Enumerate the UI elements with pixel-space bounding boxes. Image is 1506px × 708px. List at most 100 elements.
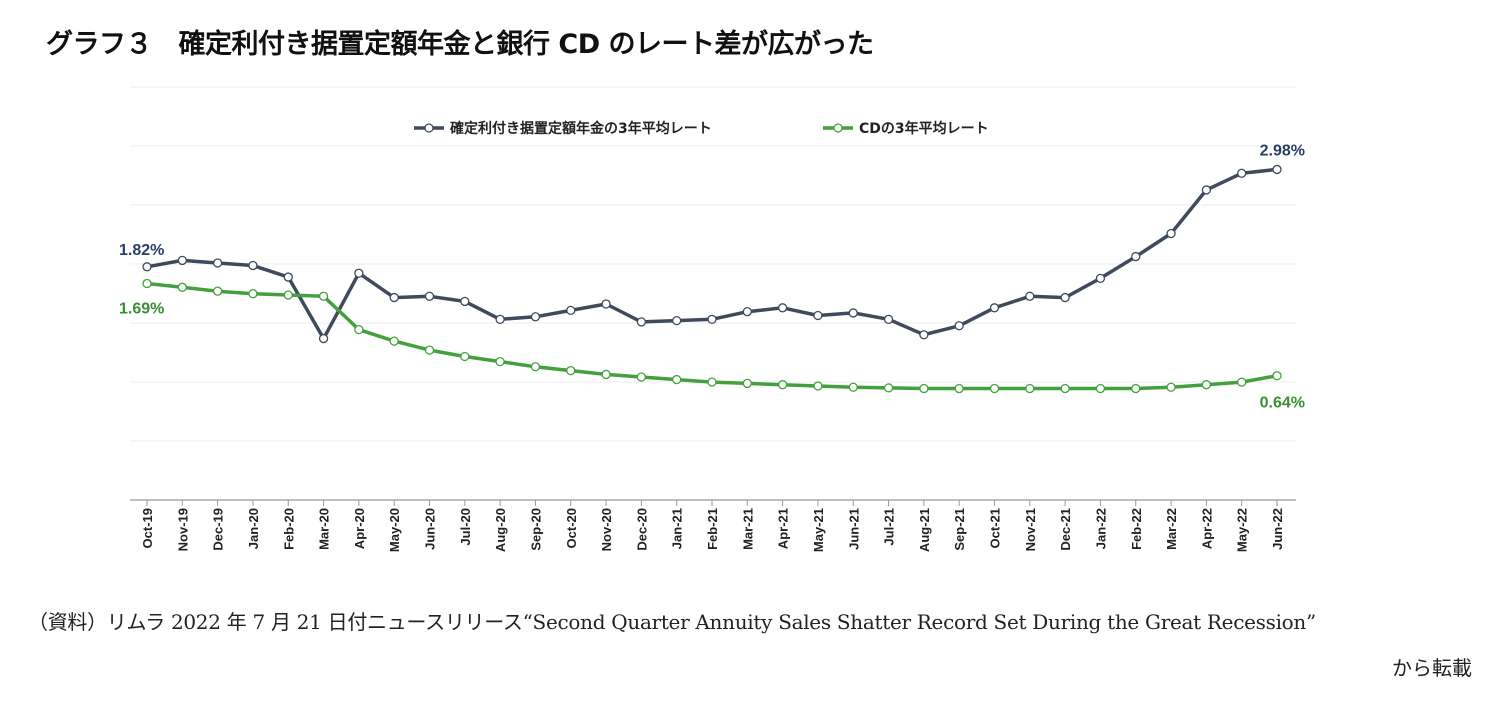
data-point [848,382,858,392]
legend-label: CDの3年平均レート [859,120,989,137]
source-caption: （資料）リムラ 2022 年 7 月 21 日付ニュースリリース“Second … [28,610,1316,634]
x-tick-label: Apr-22 [1199,508,1214,549]
x-tick-label: May-21 [811,508,826,552]
data-point [954,383,964,394]
data-point [777,380,788,390]
data-point [566,305,576,316]
data-point [495,356,505,367]
data-point [1025,291,1035,301]
data-point [142,278,152,289]
x-tick-label: Feb-20 [281,508,296,550]
x-tick-label: Nov-20 [599,508,614,551]
x-tick-label: Feb-22 [1129,508,1144,550]
x-tick-label: Dec-19 [211,508,226,551]
legend-label: 確定利付き据置定額年金の3年平均レート [450,120,712,137]
x-tick-labels: Oct-19 Nov-19 Dec-19 Jan-20 Feb-20 Mar-20 Apr-… [140,508,1285,552]
data-point [672,374,682,385]
data-point [424,345,435,355]
data-point [1095,383,1106,394]
data-point [424,291,435,301]
x-tick-label: Feb-21 [705,508,720,550]
data-labels: 1.82% 1.69% 2.98% 0.64% [119,142,1305,411]
data-point [1201,185,1212,195]
data-point [212,286,223,296]
data-point [142,262,152,272]
x-tick-label: May-22 [1235,508,1250,552]
data-point [1131,251,1141,262]
data-point [1095,273,1106,283]
data-point [989,303,1000,313]
source-caption-continued: から転載 [1392,656,1472,680]
data-point [672,315,682,326]
x-tick-label: Nov-19 [175,508,190,551]
data-point [813,381,823,391]
data-point [1272,371,1282,381]
data-point [883,383,894,393]
x-tick-label: May-20 [387,508,402,552]
data-point [1131,383,1141,394]
x-tick-label: Jun-20 [423,508,438,550]
data-point [283,272,293,282]
data-point [919,383,929,394]
x-tick-label: Apr-20 [352,508,367,549]
x-tick-label: Mar-20 [317,508,332,550]
x-tick-label: Jul-21 [882,508,897,546]
data-point [495,314,505,324]
data-point [848,308,858,318]
data-point [248,289,258,299]
data-point [566,365,576,376]
x-tick-label: Jan-21 [670,508,685,549]
series-line-1 [146,167,1278,341]
data-point [177,255,187,266]
x-tick-label: Dec-21 [1058,508,1073,551]
data-point [989,383,1000,394]
x-tick-label: Dec-20 [634,508,649,551]
data-point [283,290,293,300]
x-tick-label: Oct-19 [140,508,155,548]
data-point [389,336,399,346]
data-point [318,291,329,301]
data-label: 1.69% [119,300,164,317]
x-tick-label: Aug-21 [917,508,932,552]
data-point [919,330,929,340]
data-point [1272,164,1282,175]
data-point [777,303,788,313]
data-point [954,321,964,331]
data-point [354,268,364,278]
legend-swatch-point [424,123,434,133]
x-tick-label: Jan-22 [1093,508,1108,549]
x-tick-label: Mar-21 [740,508,755,550]
data-point [707,377,717,387]
data-label: 2.98% [1260,142,1305,159]
data-point [389,292,399,303]
x-tick-label: Mar-22 [1164,508,1179,550]
data-point [530,312,541,322]
data-point [601,369,611,380]
data-point [354,324,364,335]
data-point [742,378,752,389]
series-lines [146,167,1278,391]
data-point [601,299,611,309]
x-tick-label: Jul-20 [458,508,473,546]
x-tick-label: Jan-20 [246,508,261,549]
x-tick-label: Nov-21 [1023,508,1038,551]
x-axis [130,499,1296,506]
data-point [1201,380,1212,390]
x-tick-label: Jun-21 [846,508,861,550]
x-tick-label: Aug-20 [493,508,508,552]
x-tick-label: Oct-20 [564,508,579,548]
data-label: 0.64% [1260,395,1305,412]
data-point [636,317,647,327]
data-label: 1.82% [119,242,164,259]
legend-swatch-point [833,123,843,133]
data-point [530,362,541,372]
data-point [636,372,647,382]
series-line-2 [146,281,1278,391]
data-point [1060,292,1070,303]
chart-title: グラフ３ 確定利付き据置定額年金と銀行 CD のレート差が広がった [46,29,874,60]
data-point [1237,168,1247,178]
legend: 確定利付き据置定額年金の3年平均レート CDの3年平均レート [414,120,989,137]
x-tick-label: Sep-20 [528,508,543,551]
data-point [460,351,470,362]
